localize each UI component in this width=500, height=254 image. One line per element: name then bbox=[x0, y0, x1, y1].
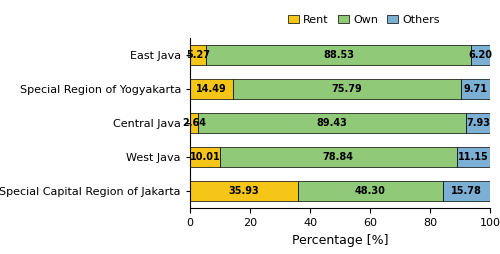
Text: 75.79: 75.79 bbox=[332, 84, 362, 94]
Bar bbox=[206, 45, 471, 65]
Text: 35.93: 35.93 bbox=[228, 186, 260, 196]
Bar bbox=[298, 181, 442, 201]
Bar bbox=[190, 45, 206, 65]
Bar bbox=[466, 113, 490, 133]
Text: 7.93: 7.93 bbox=[466, 118, 490, 128]
Text: 6.20: 6.20 bbox=[468, 50, 492, 60]
Text: 14.49: 14.49 bbox=[196, 84, 227, 94]
Bar bbox=[190, 181, 298, 201]
Legend: Rent, Own, Others: Rent, Own, Others bbox=[284, 10, 444, 29]
Text: 2.64: 2.64 bbox=[182, 118, 206, 128]
Bar bbox=[234, 79, 461, 99]
Bar bbox=[220, 147, 456, 167]
Bar bbox=[198, 113, 466, 133]
Bar bbox=[456, 147, 490, 167]
Text: 9.71: 9.71 bbox=[464, 84, 487, 94]
X-axis label: Percentage [%]: Percentage [%] bbox=[292, 234, 388, 247]
Text: 11.15: 11.15 bbox=[458, 152, 488, 162]
Bar bbox=[461, 79, 490, 99]
Text: 5.27: 5.27 bbox=[186, 50, 210, 60]
Text: 88.53: 88.53 bbox=[323, 50, 354, 60]
Text: 78.84: 78.84 bbox=[323, 152, 354, 162]
Bar bbox=[190, 113, 198, 133]
Bar bbox=[190, 147, 220, 167]
Bar bbox=[442, 181, 490, 201]
Text: 10.01: 10.01 bbox=[190, 152, 220, 162]
Bar bbox=[472, 45, 490, 65]
Text: 15.78: 15.78 bbox=[451, 186, 482, 196]
Text: 89.43: 89.43 bbox=[316, 118, 348, 128]
Bar bbox=[190, 79, 234, 99]
Text: 48.30: 48.30 bbox=[355, 186, 386, 196]
